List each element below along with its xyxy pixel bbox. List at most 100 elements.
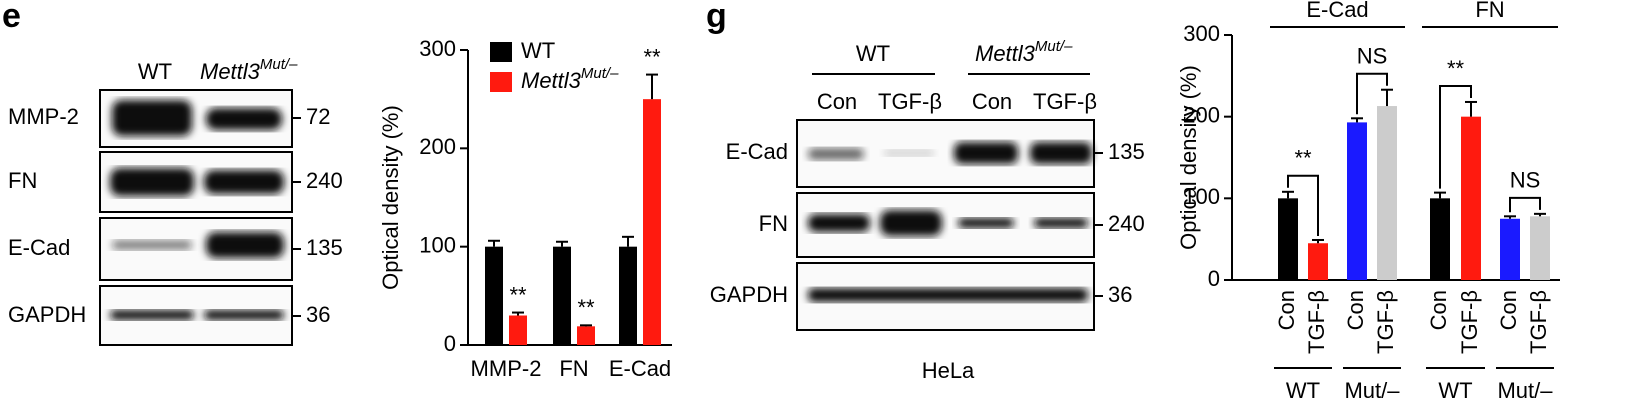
bar [1530,216,1550,280]
x-tick-label: Con [1343,290,1368,330]
row-label: E-Cad [726,139,788,164]
bar [577,326,595,345]
error-bar [1381,88,1393,107]
group-label: FN [1475,0,1504,22]
band [1034,218,1088,228]
band [880,210,942,236]
legend-label: WT [521,38,555,63]
legend-label: Mettl3Mut/– [521,65,619,93]
bar [1347,122,1367,280]
kda-label: 72 [306,104,330,129]
column-label: Mettl3Mut/– [200,56,298,84]
error-bar [1465,100,1477,117]
x-tick-label: MMP-2 [471,356,542,381]
kda-label: 36 [306,302,330,327]
x-tick-label: E-Cad [609,356,671,381]
kda-label: 240 [1108,211,1145,236]
group-label: WT [1438,378,1472,403]
row-label: MMP-2 [8,104,79,129]
bracket [1509,196,1541,213]
x-tick-label: TGF-β [1304,290,1329,354]
bracket [1439,84,1472,189]
band [808,288,1088,302]
legend-sup: Mut/– [581,65,619,82]
lane-label: Con [972,89,1012,114]
column-label: WT [138,59,172,84]
comparison-label: NS [1357,44,1388,69]
row-label: FN [759,211,788,236]
legend-name: Mettl3 [521,68,582,93]
error-bar [488,239,500,247]
bar [553,246,571,345]
bar [619,246,637,345]
kda-label: 36 [1108,282,1132,307]
error-bar [1312,238,1324,244]
bar [1278,198,1298,280]
group-label: E-Cad [1306,0,1368,22]
x-tick-label: Con [1426,290,1451,330]
x-tick-label: TGF-β [1526,290,1551,354]
band [206,232,284,258]
group-label: Mettl3Mut/– [975,38,1073,66]
comparison-label: ** [1294,146,1312,171]
error-bar [1351,117,1363,123]
band [110,168,194,196]
bar [509,315,527,345]
y-tick-label: 0 [1208,266,1220,291]
significance: ** [509,282,527,307]
error-bar [580,324,592,327]
y-tick-label: 100 [419,232,456,257]
x-tick-label: TGF-β [1457,290,1482,354]
panel-label: g [706,0,727,35]
band [954,142,1018,164]
error-bar [556,240,568,247]
blot-g: WT Mettl3Mut/– HeLa [796,38,1095,383]
kda-label: 240 [306,168,343,193]
legend-swatch [490,72,512,92]
y-tick-label: 300 [419,36,456,61]
group-label: WT [856,41,890,66]
band [204,170,284,194]
group-label: Mut/– [1344,378,1400,403]
bracket [1356,72,1388,115]
bar [1500,218,1520,280]
band [884,150,934,156]
row-label: GAPDH [8,302,86,327]
y-tick-label: 200 [419,134,456,159]
group-label: Mut/– [1497,378,1553,403]
row-label: E-Cad [8,235,70,260]
group-label: WT [1286,378,1320,403]
band [110,310,194,320]
bar [1430,198,1450,280]
band [808,148,864,160]
band [808,214,870,232]
lane-label: Con [817,89,857,114]
error-bar [646,73,658,100]
cell-line: HeLa [922,358,975,383]
comparison-label: ** [1447,56,1465,81]
kda-label: 135 [306,235,343,260]
y-axis-label: Optical density (%) [378,105,403,290]
legend-name: WT [521,38,555,63]
row-label: GAPDH [710,282,788,307]
bar [1377,106,1397,280]
y-tick-label: 200 [1183,102,1220,127]
band [1030,142,1092,164]
bar [643,99,661,346]
band [958,218,1014,228]
significance: ** [643,44,661,69]
lane-label: TGF-β [1033,89,1097,114]
error-bar [512,311,524,316]
row-label: FN [8,168,37,193]
x-tick-label: Con [1496,290,1521,330]
bar [1461,116,1481,281]
error-bar [1282,190,1294,199]
x-tick-label: TGF-β [1373,290,1398,354]
error-bar [622,235,634,247]
error-bar [1434,191,1446,199]
y-tick-label: 0 [444,331,456,356]
lane-label: TGF-β [878,89,942,114]
y-tick-label: 100 [1183,184,1220,209]
band [112,100,192,136]
